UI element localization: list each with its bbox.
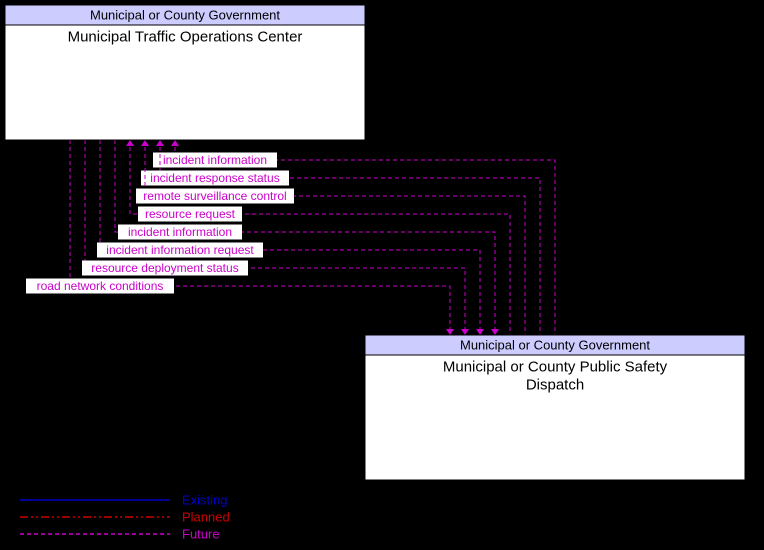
flow-arrowhead [461,329,469,335]
node-traffic-ops-center: Municipal or County Government Municipal … [5,5,365,140]
edges-group: incident information incident response st… [26,140,555,335]
node-public-safety-dispatch-title: Dispatch [526,376,584,393]
flow-arrowhead [171,140,179,146]
flow-label: incident information request [106,243,254,257]
node-traffic-ops-center-header-label: Municipal or County Government [90,7,280,22]
node-public-safety-dispatch-header-label: Municipal or County Government [460,337,650,352]
node-public-safety-dispatch-title: Municipal or County Public Safety [443,358,668,375]
flow-arrowhead [141,140,149,146]
node-traffic-ops-center-title: Municipal Traffic Operations Center [68,28,303,45]
legend-label-future: Future [182,526,220,541]
legend: Existing Planned Future [20,492,230,541]
flow-label: incident information [163,153,267,167]
flow-arrowhead [126,140,134,146]
flow-label: incident response status [150,171,279,185]
flow-label: resource deployment status [91,261,238,275]
flow-label: incident information [128,225,232,239]
legend-label-planned: Planned [182,509,230,524]
flow-arrowhead [491,329,499,335]
flow-label: road network conditions [37,279,164,293]
legend-label-existing: Existing [182,492,228,507]
flow-arrowhead [476,329,484,335]
flow-label: resource request [145,207,236,221]
flow-label: remote surveillance control [143,189,286,203]
node-public-safety-dispatch: Municipal or County Government Municipal … [365,335,745,480]
flow-arrowhead [446,329,454,335]
flow-arrowhead [156,140,164,146]
